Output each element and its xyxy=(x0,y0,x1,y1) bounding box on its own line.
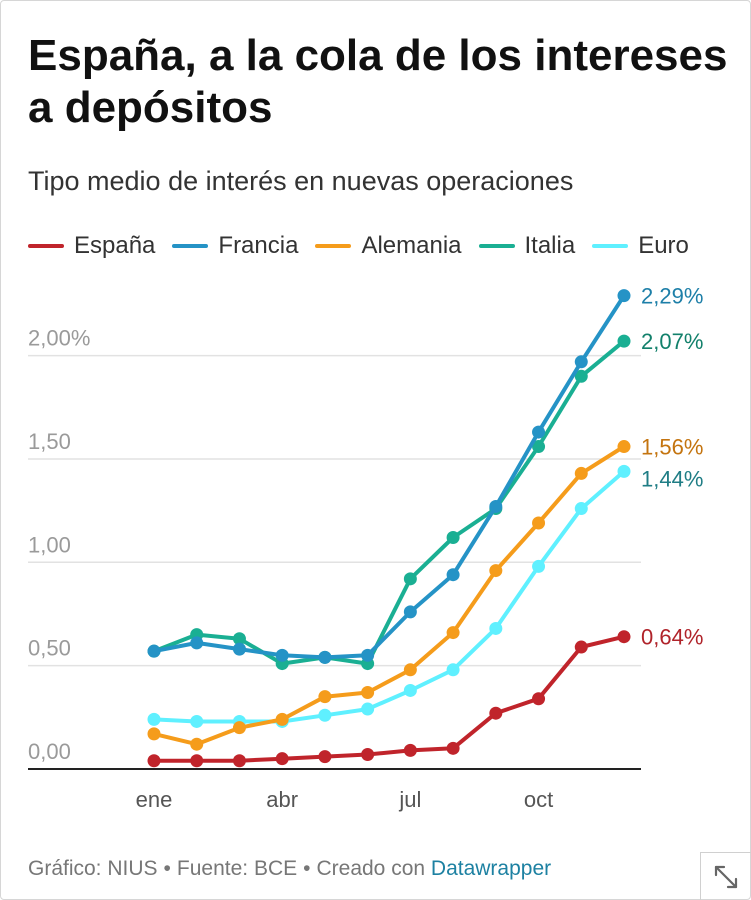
x-tick-label: abr xyxy=(266,787,298,812)
footer-separator: • xyxy=(303,857,311,880)
chart-footer: Gráfico: NIUS • Fuente: BCE • Creado con Dat… xyxy=(28,857,551,881)
y-tick-label: 0,50 xyxy=(28,636,71,661)
chart-subtitle: Tipo medio de interés en nuevas operacio… xyxy=(28,166,574,196)
data-point-francia xyxy=(361,648,375,662)
data-point-francia xyxy=(147,644,161,658)
end-label-alemania: 1,56% xyxy=(641,435,703,460)
y-tick-label: 2,00% xyxy=(28,326,90,351)
chart-title: España, a la cola de los intereses a dep… xyxy=(28,31,728,132)
data-point-italia xyxy=(446,530,460,544)
data-point-francia xyxy=(403,605,417,619)
x-tick-label: oct xyxy=(524,787,553,812)
data-point-espana xyxy=(574,640,588,654)
data-point-alemania xyxy=(574,466,588,480)
legend-item-italia: Italia xyxy=(478,232,576,260)
legend-swatch xyxy=(592,244,629,248)
legend-label: Euro xyxy=(638,232,689,259)
x-tick-label: ene xyxy=(136,787,173,812)
data-point-alemania xyxy=(617,440,631,454)
data-point-alemania xyxy=(232,721,246,735)
data-point-francia xyxy=(190,636,204,650)
data-point-espana xyxy=(147,754,161,768)
legend-item-alemania: Alemania xyxy=(315,232,462,260)
data-point-italia xyxy=(403,572,417,586)
y-tick-label: 1,00 xyxy=(28,532,71,557)
data-point-espana xyxy=(232,754,246,768)
data-point-euro xyxy=(574,502,588,516)
series-line-francia xyxy=(152,293,626,660)
series-line-italia xyxy=(152,339,626,666)
expand-button[interactable] xyxy=(700,852,751,900)
legend-swatch xyxy=(28,244,64,248)
data-point-euro xyxy=(403,683,417,697)
chart-legend: España Francia Alemania Italia Euro xyxy=(28,232,706,260)
series-line-espana xyxy=(152,634,626,763)
series-line-euro xyxy=(152,469,626,724)
legend-label: Italia xyxy=(524,232,576,259)
data-point-alemania xyxy=(190,737,204,751)
data-point-alemania xyxy=(275,712,289,726)
data-point-alemania xyxy=(318,690,332,704)
data-point-espana xyxy=(489,706,503,720)
data-point-euro xyxy=(318,708,332,722)
legend-swatch xyxy=(315,244,352,248)
data-point-euro xyxy=(361,702,375,716)
line-chart: 0,00 0,50 1,00 1,50 2,00% ene abr jul oct 1,44% 1,… xyxy=(28,284,703,812)
data-point-euro xyxy=(147,712,161,726)
data-point-espana xyxy=(403,743,417,757)
x-tick-label: jul xyxy=(398,787,421,812)
data-point-italia xyxy=(232,632,246,646)
series-line-alemania xyxy=(152,444,626,747)
legend-label: Alemania xyxy=(361,232,462,259)
data-point-espana xyxy=(617,630,631,644)
end-label-espana: 0,64% xyxy=(641,625,703,650)
data-point-euro xyxy=(532,559,546,573)
data-point-espana xyxy=(318,750,332,764)
data-point-italia xyxy=(617,334,631,348)
data-point-francia xyxy=(446,568,460,582)
data-point-alemania xyxy=(532,516,546,530)
data-point-alemania xyxy=(489,564,503,578)
legend-item-euro: Euro xyxy=(592,232,689,260)
data-point-euro xyxy=(190,714,204,728)
expand-diagonal-icon xyxy=(714,865,738,888)
data-point-espana xyxy=(446,741,460,755)
data-point-francia xyxy=(318,650,332,664)
datawrapper-link[interactable]: Datawrapper xyxy=(430,857,552,880)
data-point-alemania xyxy=(446,626,460,640)
end-label-euro: 1,44% xyxy=(641,467,703,492)
footer-source: Fuente: BCE xyxy=(176,857,298,880)
data-point-francia xyxy=(232,642,246,656)
legend-item-francia: Francia xyxy=(172,232,298,260)
data-point-alemania xyxy=(147,727,161,741)
data-point-francia xyxy=(489,499,503,513)
footer-chart-by: Gráfico: NIUS xyxy=(28,857,158,880)
footer-separator: • xyxy=(163,857,171,880)
data-point-espana xyxy=(190,754,204,768)
data-point-italia xyxy=(574,369,588,383)
legend-swatch xyxy=(478,244,515,248)
data-point-euro xyxy=(489,621,503,635)
data-point-alemania xyxy=(361,686,375,700)
data-point-francia xyxy=(275,648,289,662)
legend-label: Francia xyxy=(218,232,299,259)
data-point-francia xyxy=(617,289,631,303)
end-label-italia: 2,07% xyxy=(641,329,703,354)
data-point-espana xyxy=(532,692,546,706)
data-point-francia xyxy=(532,425,546,439)
footer-created-with: Creado con xyxy=(316,857,426,880)
data-point-espana xyxy=(361,748,375,762)
data-point-francia xyxy=(574,355,588,369)
y-tick-label: 1,50 xyxy=(28,429,71,454)
legend-swatch xyxy=(172,244,209,248)
data-point-espana xyxy=(275,752,289,766)
data-point-euro xyxy=(446,663,460,677)
legend-label: España xyxy=(74,232,156,259)
data-point-euro xyxy=(617,464,631,478)
legend-item-espana: España xyxy=(28,232,155,260)
end-label-francia: 2,29% xyxy=(641,284,703,309)
y-tick-label: 0,00 xyxy=(28,739,71,764)
data-point-italia xyxy=(532,440,546,454)
data-point-alemania xyxy=(403,663,417,677)
